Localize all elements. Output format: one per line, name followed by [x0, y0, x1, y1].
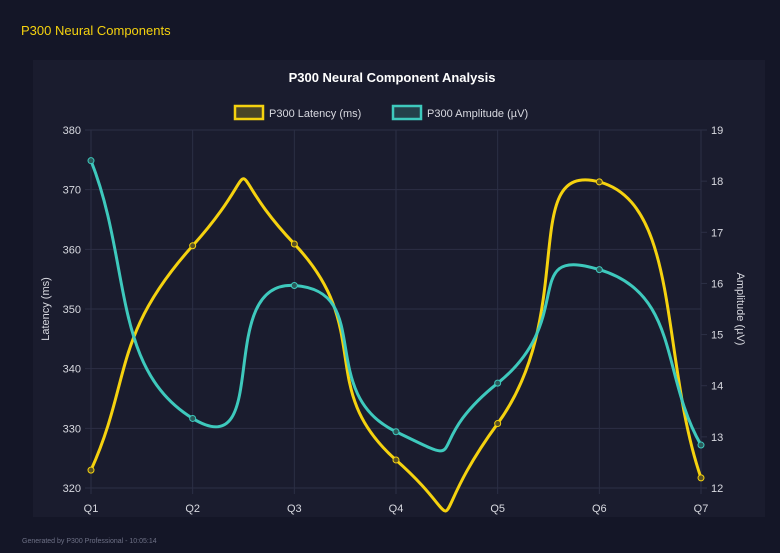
x-tick-label: Q1 — [84, 503, 99, 515]
y-tick-label: 360 — [63, 244, 81, 256]
data-point-1 — [392, 428, 400, 436]
data-point-0 — [595, 178, 603, 186]
data-point-0 — [87, 466, 95, 474]
y2-tick-label: 13 — [711, 432, 723, 444]
data-point-1 — [290, 281, 298, 289]
x-tick-label: Q6 — [592, 503, 607, 515]
page-title: P300 Neural Components — [21, 23, 171, 38]
chart-title: P300 Neural Component Analysis — [289, 70, 496, 85]
x-tick-label: Q2 — [185, 503, 200, 515]
legend-swatch-1 — [391, 104, 423, 121]
chart-panel — [33, 60, 765, 517]
x-tick-label: Q3 — [287, 503, 302, 515]
y-tick-label: 350 — [63, 304, 81, 316]
y2-tick-label: 19 — [711, 125, 723, 137]
series-line-0 — [89, 177, 703, 513]
y-axis-label: Latency (ms) — [40, 277, 52, 341]
data-point-1 — [494, 379, 502, 387]
y-tick-label: 340 — [63, 364, 81, 376]
y2-tick-label: 14 — [711, 381, 723, 393]
data-point-1 — [189, 414, 197, 422]
data-point-0 — [189, 242, 197, 250]
x-tick-label: Q4 — [389, 503, 404, 515]
y2-axis-label: Amplitude (µV) — [734, 273, 746, 346]
data-point-0 — [697, 474, 705, 482]
data-point-1 — [87, 157, 95, 165]
y-tick-label: 320 — [63, 483, 81, 495]
y2-tick-label: 18 — [711, 176, 723, 188]
y2-tick-label: 17 — [711, 227, 723, 239]
y2-tick-label: 16 — [711, 278, 723, 290]
y-tick-label: 370 — [63, 185, 81, 197]
y2-tick-label: 12 — [711, 483, 723, 495]
y2-tick-label: 15 — [711, 330, 723, 342]
legend-label-1: P300 Amplitude (µV) — [427, 108, 528, 120]
y-tick-label: 330 — [63, 423, 81, 435]
footer-text: Generated by P300 Professional - 10:05:1… — [22, 538, 157, 545]
data-point-1 — [595, 266, 603, 274]
data-point-0 — [392, 456, 400, 464]
y-tick-label: 380 — [63, 125, 81, 137]
data-point-0 — [494, 420, 502, 428]
x-tick-label: Q5 — [490, 503, 505, 515]
legend-swatch-0 — [233, 104, 265, 121]
legend-label-0: P300 Latency (ms) — [269, 108, 361, 120]
data-point-0 — [290, 240, 298, 248]
data-point-1 — [697, 441, 705, 449]
x-tick-label: Q7 — [694, 503, 709, 515]
